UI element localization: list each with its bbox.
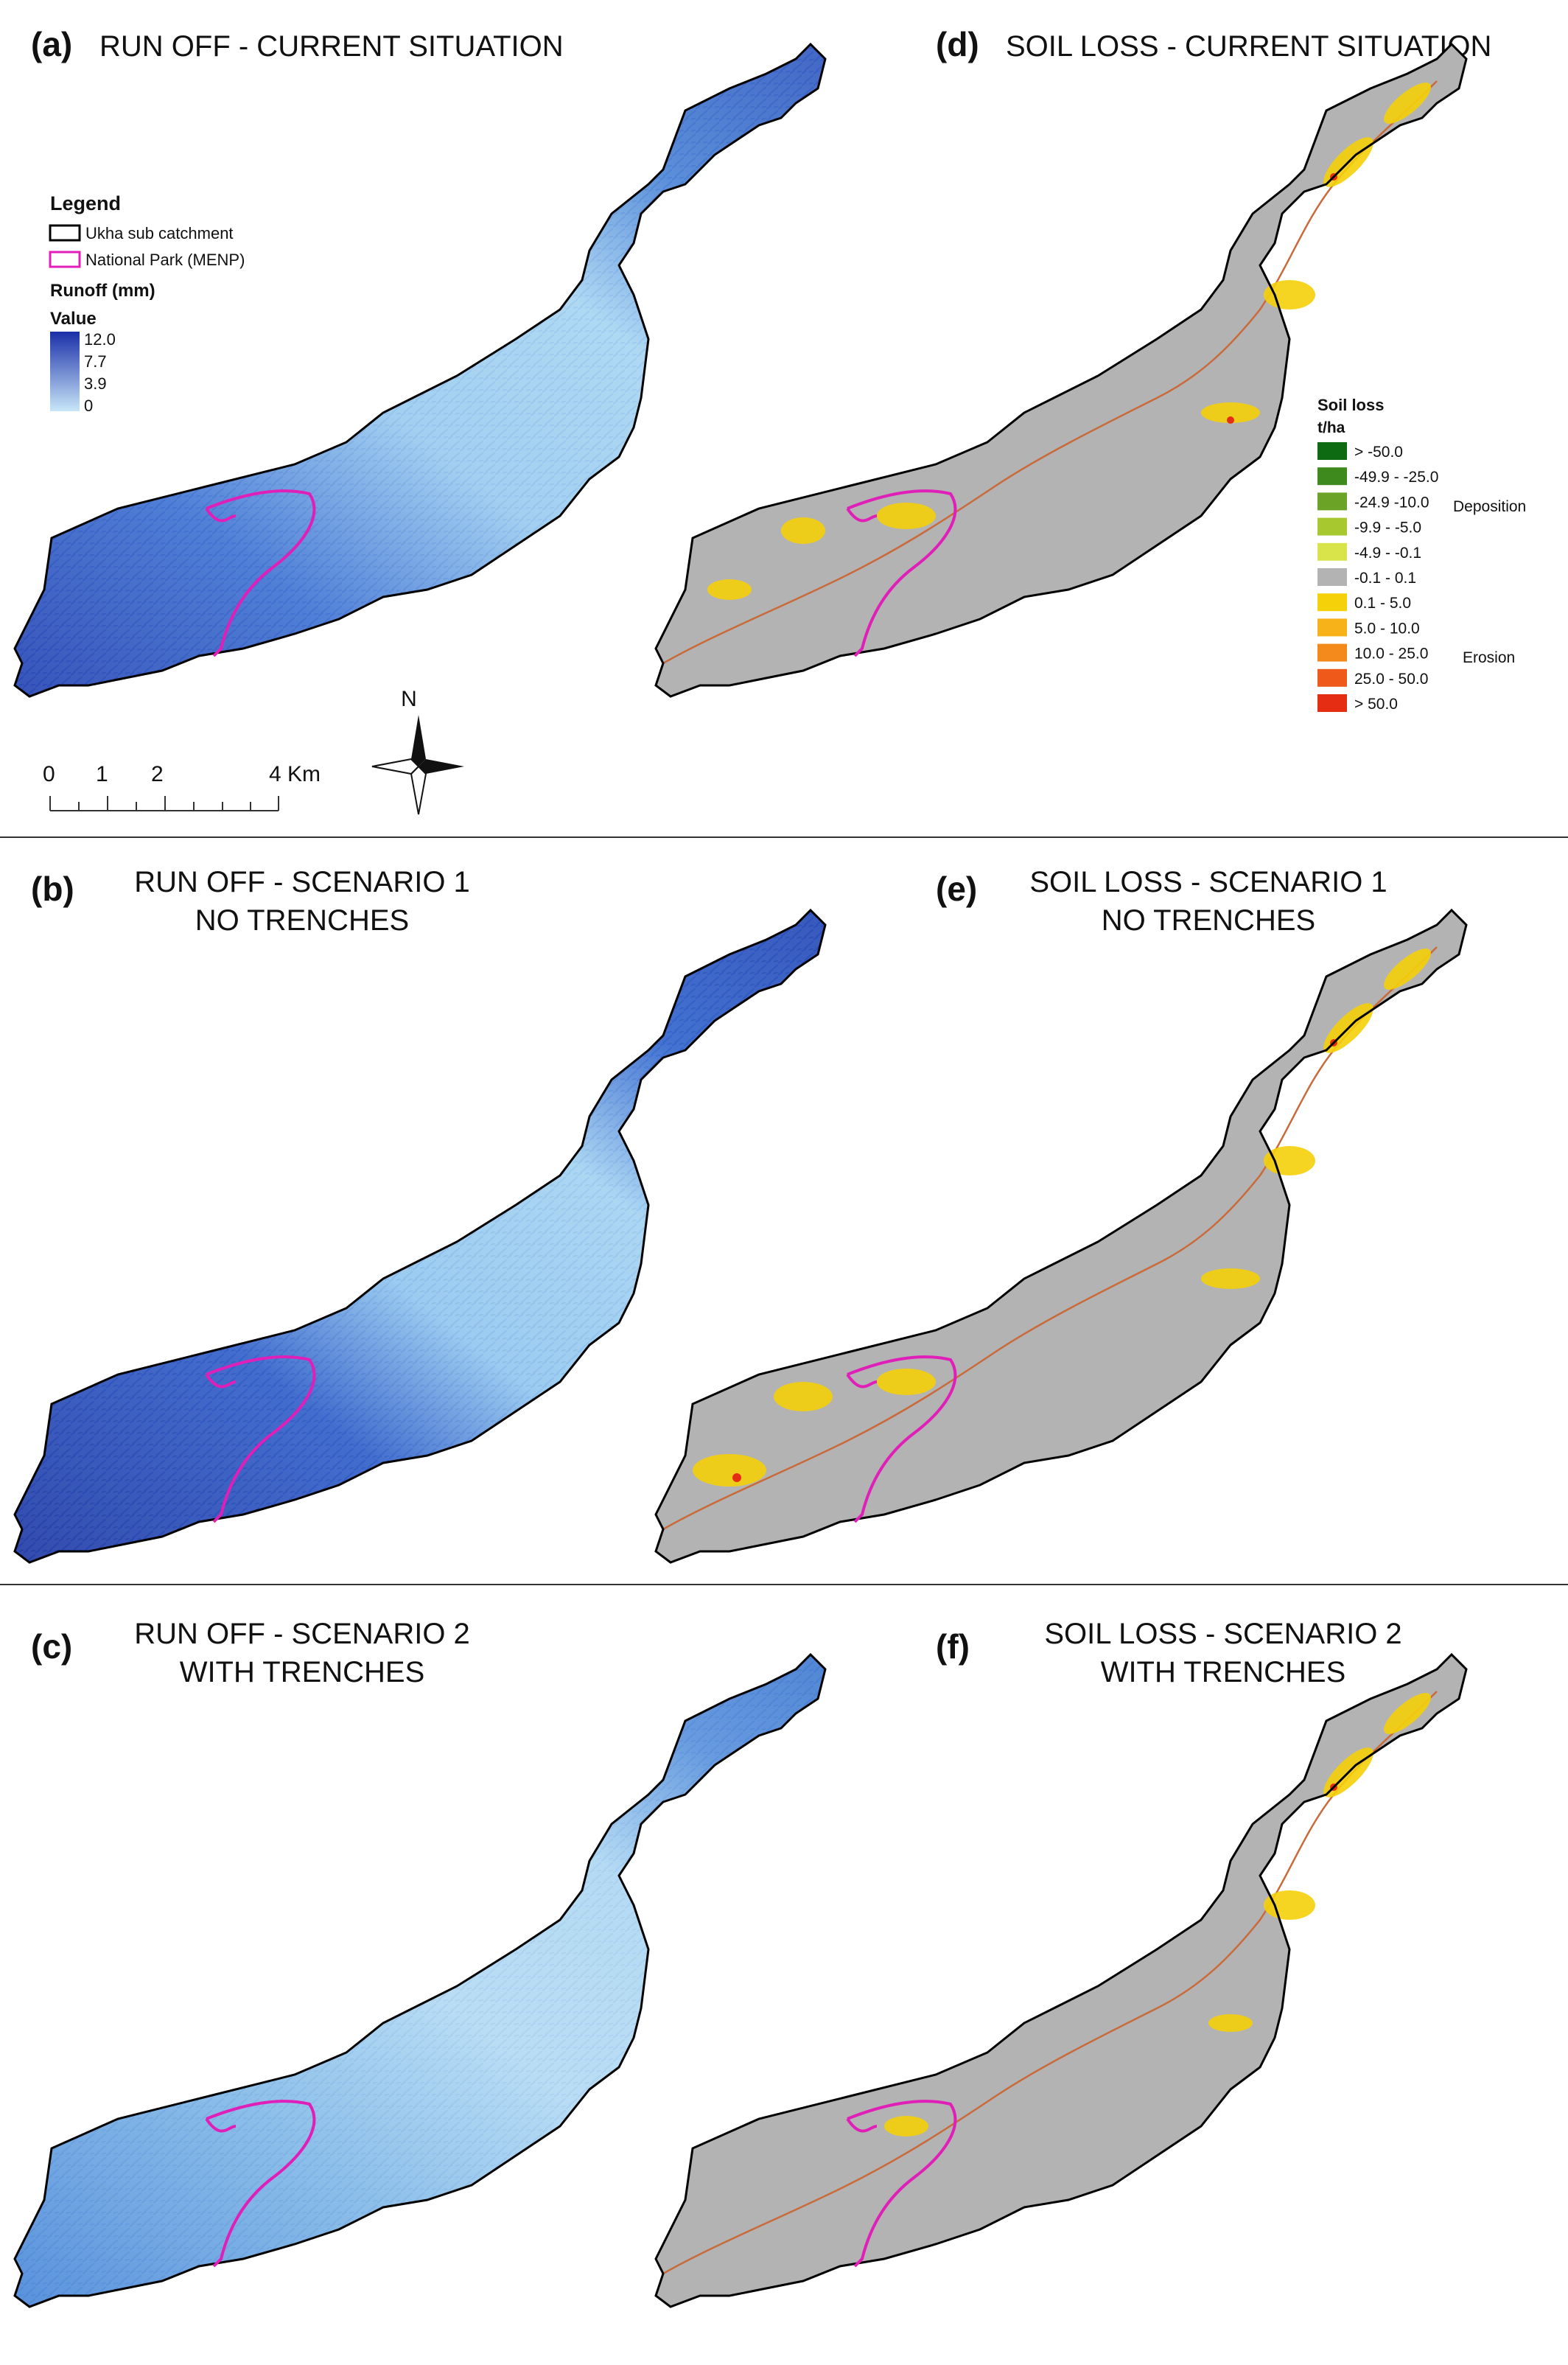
panel-tag: (e) [936, 870, 977, 908]
soil-class-label: -49.9 - -25.0 [1354, 469, 1438, 486]
soil-class-label: 25.0 - 50.0 [1354, 671, 1428, 688]
soil-class-label: > -50.0 [1354, 444, 1403, 461]
panel-title: SOIL LOSS - SCENARIO 2 [1044, 1618, 1401, 1650]
legend-catchment-label: Ukha sub catchment [85, 224, 234, 242]
legend-unit: t/ha [1317, 419, 1345, 436]
panel-f: (f) SOIL LOSS - SCENARIO 2 WITH TRENCHES [654, 1618, 1468, 2308]
catchment-swatch [49, 224, 81, 242]
panel-subtitle: WITH TRENCHES [1101, 1656, 1346, 1688]
north-arrow-icon: N [371, 687, 464, 815]
scale-bar: 0 1 2 4 Km [43, 762, 321, 811]
soil-class-swatch [1317, 467, 1347, 486]
scale-label: 2 [151, 762, 164, 786]
scale-label: 4 Km [269, 762, 321, 786]
soil-loss-legend: Soil loss t/ha > -50.0 -49.9 - -25.0 -24.9… [1317, 396, 1526, 713]
panel-subtitle: NO TRENCHES [195, 904, 409, 937]
panel-title: RUN OFF - SCENARIO 1 [134, 866, 470, 898]
legend-tick: 3.9 [84, 374, 107, 393]
soil-class-swatch [1317, 618, 1347, 637]
soil-class-swatch [1317, 442, 1347, 460]
soil-loss-map [654, 1653, 1468, 2308]
soil-class-label: -4.9 - -0.1 [1354, 545, 1421, 562]
soil-loss-map [654, 909, 1468, 1564]
panel-tag: (d) [936, 25, 979, 63]
panel-subtitle: WITH TRENCHES [180, 1656, 425, 1688]
soil-class-label: 5.0 - 10.0 [1354, 620, 1420, 637]
legend-heading: Legend [50, 192, 121, 214]
legend-park-label: National Park (MENP) [85, 251, 245, 269]
soil-class-swatch [1317, 568, 1347, 586]
soil-class-swatch [1317, 542, 1347, 561]
panel-title: RUN OFF - SCENARIO 2 [134, 1618, 470, 1650]
panel-tag: (c) [31, 1627, 72, 1666]
legend-erosion-label: Erosion [1463, 649, 1515, 666]
legend-heading: Soil loss [1317, 396, 1384, 414]
erosion-patches [707, 83, 1431, 600]
panel-title: RUN OFF - CURRENT SITUATION [99, 30, 564, 63]
legend-tick: 12.0 [84, 330, 116, 349]
panel-title: SOIL LOSS - CURRENT SITUATION [1006, 30, 1491, 63]
panel-e: (e) SOIL LOSS - SCENARIO 1 NO TRENCHES [654, 866, 1468, 1564]
soil-class-swatch [1317, 517, 1347, 536]
panel-tag: (b) [31, 870, 74, 908]
panel-tag: (f) [936, 1627, 970, 1666]
panel-title: SOIL LOSS - SCENARIO 1 [1029, 866, 1387, 898]
soil-class-label: -0.1 - 0.1 [1354, 570, 1416, 587]
north-label: N [401, 687, 417, 711]
legend-tick: 0 [84, 397, 93, 415]
panel-subtitle: NO TRENCHES [1102, 904, 1315, 937]
legend-deposition-label: Deposition [1453, 498, 1526, 515]
scale-label: 0 [43, 762, 55, 786]
soil-class-swatch [1317, 593, 1347, 612]
soil-class-label: -9.9 - -5.0 [1354, 520, 1421, 537]
soil-class-label: 0.1 - 5.0 [1354, 595, 1411, 612]
panel-b: (b) RUN OFF - SCENARIO 1 NO TRENCHES [13, 866, 827, 1564]
soil-class-label: -24.9 -10.0 [1354, 494, 1429, 511]
legend-runoff-label: Runoff (mm) [50, 281, 155, 301]
soil-class-swatch [1317, 492, 1347, 511]
panel-c: (c) RUN OFF - SCENARIO 2 WITH TRENCHES [13, 1618, 827, 2308]
legend-tick: 7.7 [84, 352, 107, 371]
soil-class-swatch [1317, 668, 1347, 687]
panel-d: (d) SOIL LOSS - CURRENT SITUATION [654, 25, 1526, 713]
scale-label: 1 [96, 762, 108, 786]
soil-class-label: > 50.0 [1354, 696, 1398, 713]
runoff-colorbar [50, 332, 80, 411]
soil-class-label: 10.0 - 25.0 [1354, 646, 1428, 663]
panel-tag: (a) [31, 25, 72, 63]
legend-value-label: Value [50, 309, 97, 329]
soil-loss-map [654, 43, 1468, 698]
park-swatch [49, 251, 81, 268]
soil-class-swatch [1317, 643, 1347, 662]
runoff-legend: Legend Ukha sub catchment National Park … [49, 192, 245, 415]
panel-a: (a) RUN OFF - CURRENT SITUATION Legend U… [13, 25, 827, 815]
soil-class-swatch [1317, 694, 1347, 712]
